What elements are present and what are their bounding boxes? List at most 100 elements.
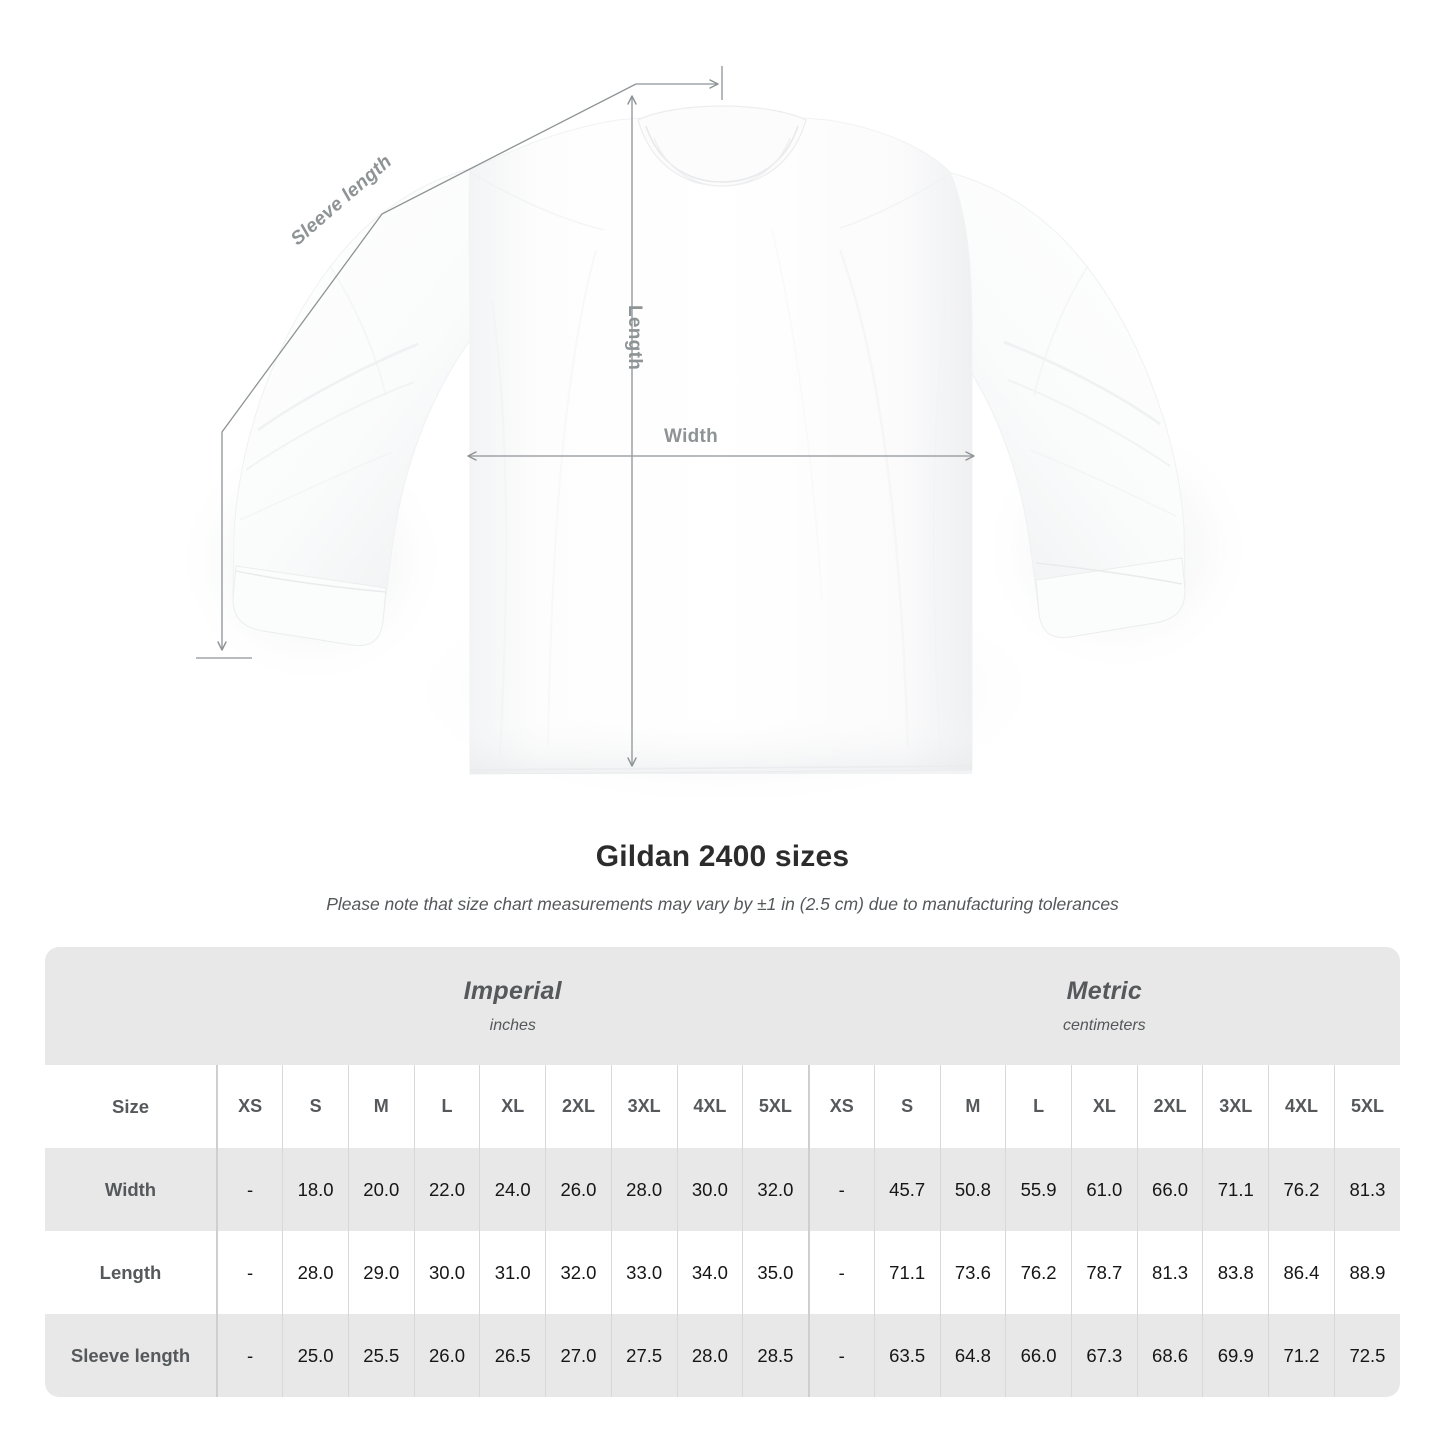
cell-length-metric-xs: - xyxy=(807,1231,875,1314)
size-header-metric-l: L xyxy=(1005,1065,1072,1148)
cell-width-imperial-xl: 24.0 xyxy=(479,1148,546,1231)
size-header-metric-5xl: 5XL xyxy=(1333,1065,1401,1148)
size-header-imperial-s: S xyxy=(282,1065,349,1148)
cell-sleeve-length-imperial-5xl: 28.5 xyxy=(742,1314,809,1397)
cell-sleeve-length-imperial-l: 26.0 xyxy=(413,1314,480,1397)
dimension-lines xyxy=(196,66,975,767)
cell-width-metric-xs: - xyxy=(807,1148,875,1231)
size-header-metric-m: M xyxy=(939,1065,1006,1148)
left-sleeve xyxy=(232,167,531,647)
cell-width-metric-4xl: 76.2 xyxy=(1268,1148,1335,1231)
cell-length-imperial-3xl: 33.0 xyxy=(610,1231,678,1314)
cell-sleeve-length-metric-l: 66.0 xyxy=(1005,1314,1072,1397)
cell-sleeve-length-metric-xs: - xyxy=(807,1314,875,1397)
cell-length-imperial-xs: - xyxy=(216,1231,283,1314)
cell-width-imperial-4xl: 30.0 xyxy=(676,1148,743,1231)
cell-length-imperial-s: 28.0 xyxy=(282,1231,349,1314)
table-row: Width -18.0 20.0 22.0 24.0 26.0 28.0 30.0 32.0-4… xyxy=(45,1148,1401,1231)
cell-length-imperial-l: 30.0 xyxy=(413,1231,480,1314)
size-header-imperial-5xl: 5XL xyxy=(742,1065,809,1148)
cell-sleeve-length-imperial-2xl: 27.0 xyxy=(545,1314,612,1397)
cell-sleeve-length-imperial-s: 25.0 xyxy=(282,1314,349,1397)
size-header-imperial-2xl: 2XL xyxy=(545,1065,612,1148)
size-header-metric-3xl: 3XL xyxy=(1202,1065,1269,1148)
cell-width-metric-5xl: 81.3 xyxy=(1333,1148,1401,1231)
unit-group-unit: centimeters xyxy=(1062,1017,1146,1034)
cell-sleeve-length-imperial-xl: 26.5 xyxy=(479,1314,546,1397)
garment-illustration: Width Length Sleeve length xyxy=(172,66,1258,810)
cell-width-metric-l: 55.9 xyxy=(1005,1148,1072,1231)
size-header-metric-xl: XL xyxy=(1070,1065,1138,1148)
unit-group-unit: inches xyxy=(489,1017,536,1034)
size-header-imperial-m: M xyxy=(347,1065,415,1148)
size-header-imperial-3xl: 3XL xyxy=(610,1065,678,1148)
cell-width-metric-xl: 61.0 xyxy=(1070,1148,1138,1231)
unit-banner-spacer xyxy=(45,947,217,1065)
tolerance-note: Please note that size chart measurements… xyxy=(326,894,1119,914)
size-header-imperial-xs: XS xyxy=(216,1065,283,1148)
size-header-imperial-xl: XL xyxy=(479,1065,546,1148)
unit-group-name: Metric xyxy=(1066,977,1143,1005)
size-header-imperial-4xl: 4XL xyxy=(676,1065,743,1148)
cell-sleeve-length-metric-3xl: 69.9 xyxy=(1202,1314,1269,1397)
cell-sleeve-length-metric-m: 64.8 xyxy=(939,1314,1006,1397)
table-corner-label: Size xyxy=(45,1065,217,1148)
cell-sleeve-length-imperial-m: 25.5 xyxy=(347,1314,415,1397)
cell-width-imperial-2xl: 26.0 xyxy=(545,1148,612,1231)
size-header-metric-4xl: 4XL xyxy=(1268,1065,1335,1148)
cell-width-metric-2xl: 66.0 xyxy=(1136,1148,1203,1231)
row-label-sleeve-length: Sleeve length xyxy=(45,1314,217,1397)
sleeve-dimension-line xyxy=(217,83,637,651)
cell-sleeve-length-metric-5xl: 72.5 xyxy=(1333,1314,1401,1397)
size-chart-table: Imperial inches Metric centimeters Size XS S M L… xyxy=(45,947,1401,1397)
row-label-length: Length xyxy=(45,1231,217,1314)
cell-width-metric-m: 50.8 xyxy=(939,1148,1006,1231)
size-header-metric-s: S xyxy=(873,1065,941,1148)
cell-length-metric-xl: 78.7 xyxy=(1070,1231,1138,1314)
size-header-row: Size XS S M L XL 2XL 3XL 4XL 5XL XS S M L XL 2XL 3XL 4XL 5… xyxy=(45,1065,1401,1148)
cell-sleeve-length-metric-4xl: 71.2 xyxy=(1268,1314,1335,1397)
cell-length-metric-2xl: 81.3 xyxy=(1136,1231,1203,1314)
cell-sleeve-length-imperial-4xl: 28.0 xyxy=(676,1314,743,1397)
cell-length-metric-m: 73.6 xyxy=(939,1231,1006,1314)
cell-width-imperial-s: 18.0 xyxy=(282,1148,349,1231)
cell-length-imperial-4xl: 34.0 xyxy=(676,1231,743,1314)
width-label: Width xyxy=(664,426,719,447)
cell-width-metric-3xl: 71.1 xyxy=(1202,1148,1269,1231)
cell-length-imperial-2xl: 32.0 xyxy=(545,1231,612,1314)
cell-length-metric-5xl: 88.9 xyxy=(1333,1231,1401,1314)
cell-length-metric-s: 71.1 xyxy=(873,1231,941,1314)
cell-length-imperial-m: 29.0 xyxy=(347,1231,415,1314)
unit-group-name: Imperial xyxy=(463,977,562,1005)
cell-width-metric-s: 45.7 xyxy=(873,1148,941,1231)
cell-width-imperial-3xl: 28.0 xyxy=(610,1148,678,1231)
page-title: Gildan 2400 sizes xyxy=(595,840,850,873)
size-header-imperial-l: L xyxy=(413,1065,480,1148)
cell-length-metric-3xl: 83.8 xyxy=(1202,1231,1269,1314)
cell-length-imperial-5xl: 35.0 xyxy=(742,1231,809,1314)
cell-width-imperial-m: 20.0 xyxy=(347,1148,415,1231)
cell-width-imperial-l: 22.0 xyxy=(413,1148,480,1231)
table-row: Length -28.0 29.0 30.0 31.0 32.0 33.0 34.0 35.0-… xyxy=(45,1231,1401,1314)
cell-length-imperial-xl: 31.0 xyxy=(479,1231,546,1314)
cell-sleeve-length-metric-xl: 67.3 xyxy=(1070,1314,1138,1397)
cell-sleeve-length-imperial-3xl: 27.5 xyxy=(610,1314,678,1397)
cell-sleeve-length-imperial-xs: - xyxy=(216,1314,283,1397)
length-label: Length xyxy=(624,305,645,371)
garment-svg xyxy=(172,66,1258,810)
unit-group-imperial: Imperial inches xyxy=(217,947,809,1065)
cell-length-metric-4xl: 86.4 xyxy=(1268,1231,1335,1314)
title-block: Gildan 2400 sizes Please note that size … xyxy=(0,840,1445,915)
unit-group-metric: Metric centimeters xyxy=(808,947,1401,1065)
row-label-width: Width xyxy=(45,1148,217,1231)
size-header-metric-xs: XS xyxy=(807,1065,875,1148)
table-row: Sleeve length -25.0 25.5 26.0 26.5 27.0 27.5 28… xyxy=(45,1314,1401,1397)
cell-sleeve-length-metric-2xl: 68.6 xyxy=(1136,1314,1203,1397)
size-chart-table-wrap: Imperial inches Metric centimeters Size XS S M L… xyxy=(45,947,1401,1397)
cell-sleeve-length-metric-s: 63.5 xyxy=(873,1314,941,1397)
cell-length-metric-l: 76.2 xyxy=(1005,1231,1072,1314)
garment-body xyxy=(468,105,973,775)
cell-width-imperial-5xl: 32.0 xyxy=(742,1148,809,1231)
size-header-metric-2xl: 2XL xyxy=(1136,1065,1203,1148)
cell-width-imperial-xs: - xyxy=(216,1148,283,1231)
